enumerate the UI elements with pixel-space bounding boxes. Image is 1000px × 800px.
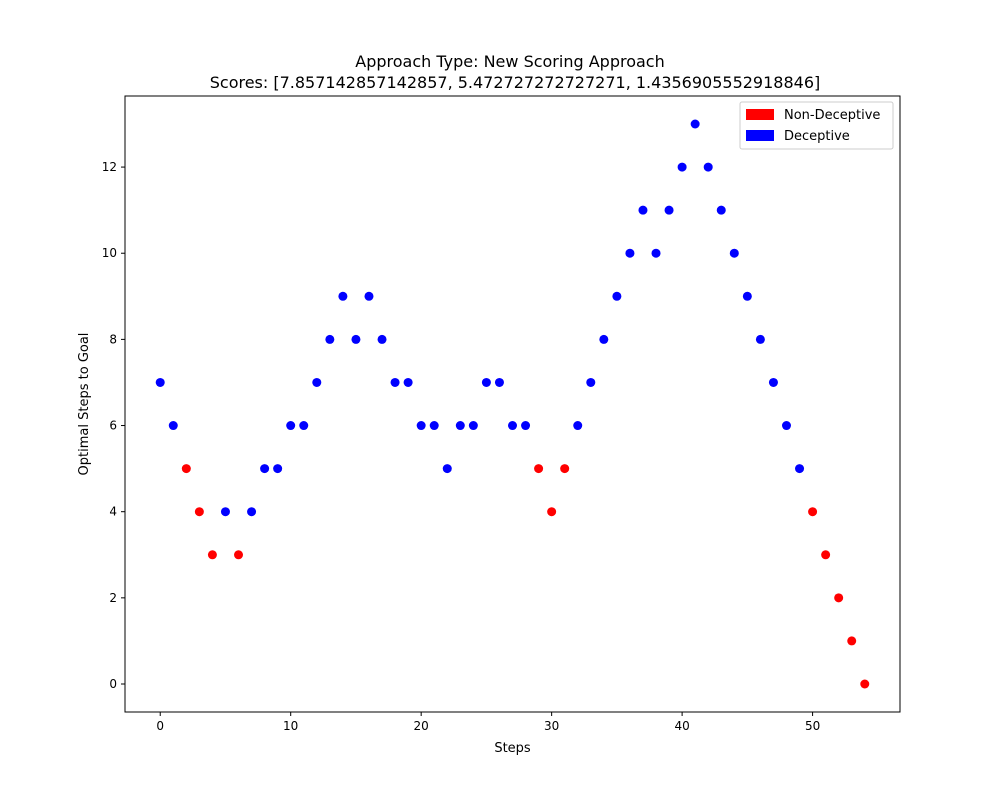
deceptive-point (651, 248, 661, 258)
deceptive-point (716, 205, 726, 215)
deceptive-point (377, 334, 387, 344)
deceptive-point (338, 291, 348, 301)
deceptive-point (625, 248, 635, 258)
x-axis-label: Steps (494, 741, 531, 756)
non-deceptive-point (860, 679, 870, 689)
deceptive-point (781, 421, 791, 431)
deceptive-point (755, 334, 765, 344)
deceptive-point (599, 334, 609, 344)
non-deceptive-point (834, 593, 844, 603)
non-deceptive-point (534, 464, 544, 474)
deceptive-point (703, 162, 713, 172)
data-points (155, 119, 870, 689)
y-tick-label: 0 (109, 677, 117, 691)
axis-ticks: 0 10 20 30 40 50 0 2 4 6 8 10 12 (102, 160, 821, 733)
deceptive-point (168, 421, 178, 431)
deceptive-point (442, 464, 452, 474)
deceptive-point (468, 421, 478, 431)
deceptive-point (664, 205, 674, 215)
non-deceptive-point (207, 550, 217, 560)
chart-subtitle: Scores: [7.857142857142857, 5.4727272727… (210, 73, 821, 92)
plot-area-frame (124, 95, 901, 713)
deceptive-point (351, 334, 361, 344)
non-deceptive-point (181, 464, 191, 474)
deceptive-point (586, 377, 596, 387)
deceptive-point (677, 162, 687, 172)
deceptive-point (312, 377, 322, 387)
deceptive-point (429, 421, 439, 431)
deceptive-point (299, 421, 309, 431)
y-tick-label: 10 (102, 246, 117, 260)
deceptive-point (481, 377, 491, 387)
deceptive-point (742, 291, 752, 301)
deceptive-point (494, 377, 504, 387)
y-tick-label: 12 (102, 160, 117, 174)
deceptive-point (325, 334, 335, 344)
x-tick-label: 30 (544, 719, 559, 733)
legend-swatch (746, 130, 774, 141)
legend-box (739, 101, 894, 150)
deceptive-point (390, 377, 400, 387)
x-tick-label: 20 (414, 719, 429, 733)
deceptive-point (795, 464, 805, 474)
x-tick-label: 50 (805, 719, 820, 733)
x-tick-label: 0 (156, 719, 164, 733)
deceptive-point (286, 421, 296, 431)
deceptive-point (364, 291, 374, 301)
deceptive-point (521, 421, 531, 431)
deceptive-point (768, 377, 778, 387)
legend-swatch (746, 109, 774, 120)
non-deceptive-point (194, 507, 204, 517)
deceptive-point (260, 464, 270, 474)
deceptive-point (612, 291, 622, 301)
deceptive-point (638, 205, 648, 215)
y-axis-label: Optimal Steps to Goal (77, 333, 92, 476)
deceptive-point (247, 507, 257, 517)
y-tick-label: 4 (109, 505, 117, 519)
deceptive-point (690, 119, 700, 129)
deceptive-point (403, 377, 413, 387)
non-deceptive-point (560, 464, 570, 474)
deceptive-point (273, 464, 283, 474)
deceptive-point (416, 421, 426, 431)
non-deceptive-point (808, 507, 818, 517)
deceptive-point (729, 248, 739, 258)
non-deceptive-point (847, 636, 857, 646)
deceptive-point (573, 421, 583, 431)
legend: Non-Deceptive Deceptive (739, 101, 894, 150)
y-tick-label: 6 (109, 419, 117, 433)
non-deceptive-point (821, 550, 831, 560)
deceptive-point (455, 421, 465, 431)
non-deceptive-point (234, 550, 244, 560)
x-tick-label: 40 (674, 719, 689, 733)
x-tick-label: 10 (283, 719, 298, 733)
legend-label: Non-Deceptive (784, 108, 880, 123)
legend-label: Deceptive (784, 129, 850, 144)
deceptive-point (155, 377, 165, 387)
chart-title: Approach Type: New Scoring Approach (355, 52, 664, 71)
y-tick-label: 2 (109, 591, 117, 605)
y-tick-label: 8 (109, 332, 117, 346)
deceptive-point (508, 421, 517, 431)
deceptive-point (220, 507, 230, 517)
non-deceptive-point (547, 507, 557, 517)
